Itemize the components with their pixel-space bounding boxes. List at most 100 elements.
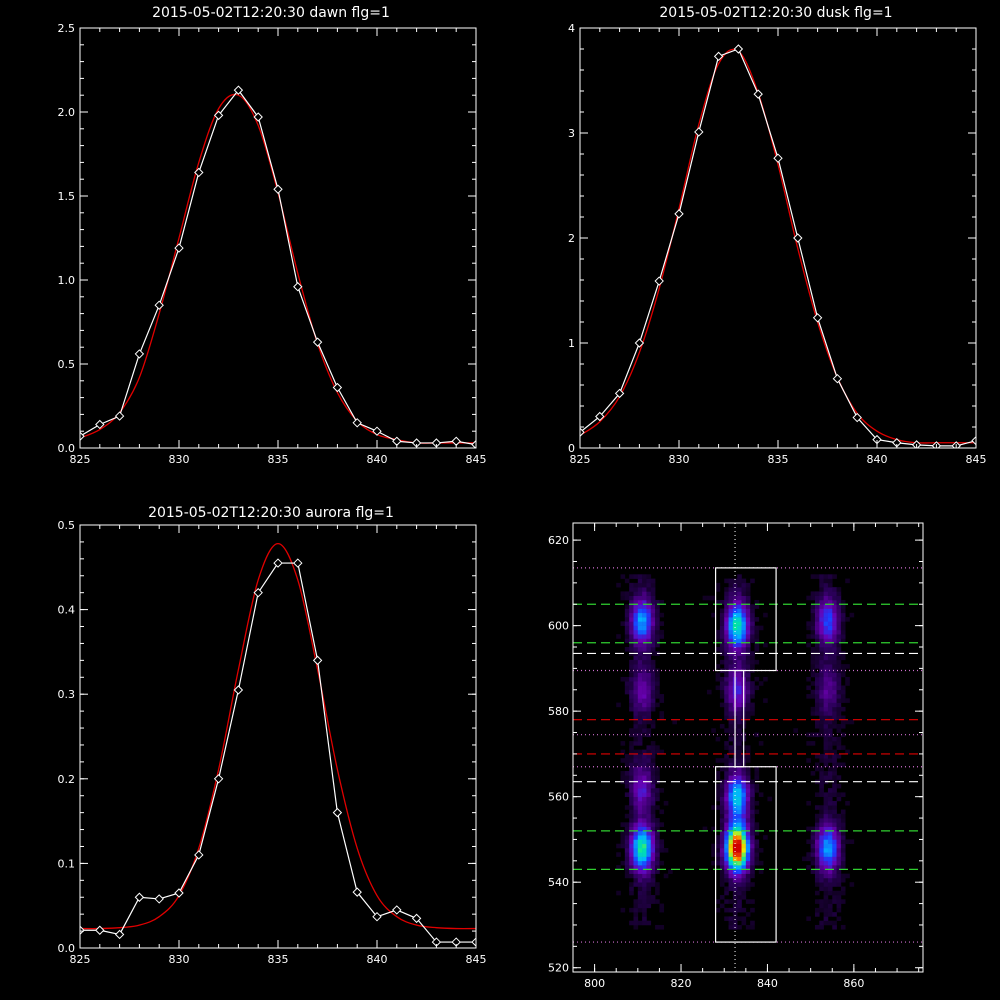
heatmap-cell <box>819 676 824 682</box>
heatmap-cell <box>819 753 824 759</box>
heatmap-cell <box>836 676 842 682</box>
heatmap-cell <box>728 758 734 763</box>
heatmap-cell <box>827 608 833 614</box>
heatmap-cell <box>823 685 829 691</box>
heatmap-cell <box>642 783 647 789</box>
heatmap-cell <box>832 587 837 592</box>
heatmap-cell <box>737 685 742 691</box>
heatmap-cell <box>741 839 747 845</box>
heatmap-cell <box>840 655 846 661</box>
data-point-marker <box>352 887 362 897</box>
heatmap-cell <box>719 642 725 648</box>
data-point-marker <box>213 110 224 121</box>
heatmap-cell <box>637 629 643 635</box>
heatmap-cell <box>732 775 738 780</box>
heatmap-cell <box>750 625 755 631</box>
heatmap-cell <box>745 865 751 870</box>
heatmap-cell <box>624 681 630 686</box>
heatmap-cell <box>814 647 820 652</box>
heatmap-cell <box>646 843 652 849</box>
heatmap-cell <box>637 779 643 785</box>
heatmap-cell <box>650 698 656 703</box>
heatmap-cell <box>655 749 660 755</box>
heatmap-cell <box>629 809 634 815</box>
heatmap-cell <box>650 591 656 596</box>
heatmap-cell <box>719 813 725 819</box>
heatmap-cell <box>819 715 824 721</box>
data-point-marker <box>174 888 184 898</box>
heatmap-cell <box>646 852 652 857</box>
heatmap-cell <box>819 882 824 887</box>
heatmap-cell <box>827 719 833 725</box>
heatmap-cell <box>836 873 842 879</box>
heatmap-cell <box>642 587 647 592</box>
heatmap-cell <box>737 907 742 913</box>
heatmap-cell <box>827 890 833 896</box>
data-point-marker <box>95 925 105 935</box>
heatmap-cell <box>827 792 833 797</box>
heatmap-cell <box>832 659 837 665</box>
heatmap-cell <box>646 813 652 819</box>
heatmap-cell <box>728 587 734 592</box>
heatmap-cell <box>637 647 643 652</box>
heatmap-cell <box>633 668 639 673</box>
heatmap-cell <box>840 612 846 618</box>
heatmap-cell <box>650 604 656 609</box>
heatmap-cell <box>633 664 639 669</box>
heatmap-cell <box>737 728 742 733</box>
heatmap-cell <box>637 890 643 896</box>
heatmap-cell <box>724 689 729 695</box>
heatmap-cell <box>624 822 630 827</box>
heatmap-cell <box>728 634 734 639</box>
heatmap-cell <box>741 766 747 772</box>
heatmap-cell <box>745 617 751 622</box>
heatmap-cell <box>728 664 734 669</box>
heatmap-cell <box>616 843 621 849</box>
heatmap-cell <box>624 856 630 862</box>
heatmap-cell <box>845 578 850 584</box>
heatmap-cell <box>728 706 734 712</box>
heatmap-cell <box>810 655 816 661</box>
heatmap-cell <box>745 659 751 665</box>
heatmap-cell <box>745 899 751 904</box>
heatmap-cell <box>629 813 634 819</box>
heatmap-cell <box>724 595 729 601</box>
heatmap-cell <box>655 642 660 648</box>
dusk-plot-panel: 2015-05-02T12:20:30 dusk flg=1 825 830 835… <box>568 5 987 466</box>
x-tick-label: 830 <box>669 453 690 466</box>
heatmap-cell <box>758 869 764 874</box>
heatmap-cell <box>840 625 846 631</box>
plot-frame <box>79 524 477 949</box>
heatmap-cell <box>719 830 725 836</box>
heatmap-cell <box>719 702 725 708</box>
y-tick-label: 0.0 <box>58 942 76 955</box>
heatmap-cell <box>810 659 816 665</box>
heatmap-cell <box>745 830 751 836</box>
heatmap-cell <box>646 771 652 776</box>
heatmap-cell <box>629 792 634 797</box>
heatmap-cell <box>650 745 656 750</box>
heatmap-cell <box>633 882 639 887</box>
heatmap-cell <box>642 668 647 673</box>
heatmap-cell <box>711 612 716 618</box>
heatmap-cell <box>715 629 721 635</box>
heatmap-cell <box>633 629 639 635</box>
heatmap-cell <box>728 766 734 772</box>
heatmap-cell <box>836 706 842 712</box>
heatmap-cell <box>823 886 829 892</box>
heatmap-cell <box>737 813 742 819</box>
heatmap-cell <box>819 621 824 626</box>
heatmap-cell <box>719 835 725 840</box>
heatmap-cell <box>728 839 734 845</box>
heatmap-cell <box>650 694 656 699</box>
heatmap-cell <box>728 578 734 584</box>
heatmap-cell <box>827 843 833 849</box>
heatmap-cell <box>633 723 639 729</box>
heatmap-cell <box>763 835 768 840</box>
heatmap-cell <box>745 873 751 879</box>
heatmap-cell <box>741 612 747 618</box>
heatmap-cell <box>633 711 639 716</box>
heatmap-cell <box>637 809 643 815</box>
heatmap-cell <box>646 664 652 669</box>
heatmap-cell <box>819 723 824 729</box>
